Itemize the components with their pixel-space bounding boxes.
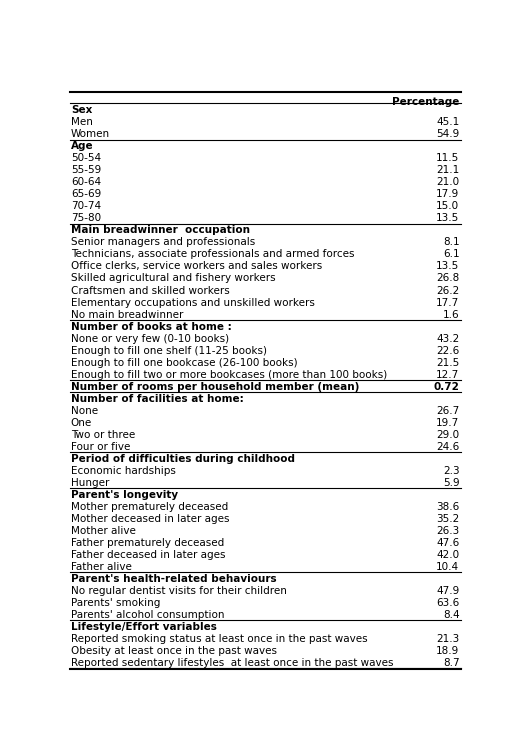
Text: 12.7: 12.7 [436, 369, 459, 379]
Text: 26.2: 26.2 [436, 286, 459, 296]
Text: Father alive: Father alive [71, 562, 132, 572]
Text: 35.2: 35.2 [436, 513, 459, 523]
Text: Mother deceased in later ages: Mother deceased in later ages [71, 513, 229, 523]
Text: Father deceased in later ages: Father deceased in later ages [71, 550, 225, 559]
Text: 8.4: 8.4 [443, 610, 459, 620]
Text: Percentage: Percentage [392, 97, 459, 108]
Text: 70-74: 70-74 [71, 201, 101, 211]
Text: No regular dentist visits for their children: No regular dentist visits for their chil… [71, 586, 286, 596]
Text: Parents' smoking: Parents' smoking [71, 598, 160, 608]
Text: 65-69: 65-69 [71, 189, 101, 200]
Text: Number of books at home :: Number of books at home : [71, 321, 232, 332]
Text: Obesity at least once in the past waves: Obesity at least once in the past waves [71, 645, 277, 656]
Text: 47.9: 47.9 [436, 586, 459, 596]
Text: 6.1: 6.1 [443, 250, 459, 259]
Text: 50-54: 50-54 [71, 153, 101, 164]
Text: Two or three: Two or three [71, 430, 135, 440]
Text: Enough to fill one shelf (11-25 books): Enough to fill one shelf (11-25 books) [71, 345, 267, 356]
Text: 0.72: 0.72 [434, 382, 459, 391]
Text: Men: Men [71, 118, 93, 127]
Text: 26.8: 26.8 [436, 274, 459, 284]
Text: 29.0: 29.0 [436, 430, 459, 440]
Text: Economic hardships: Economic hardships [71, 466, 176, 476]
Text: Parent's longevity: Parent's longevity [71, 489, 178, 500]
Text: Enough to fill two or more bookcases (more than 100 books): Enough to fill two or more bookcases (mo… [71, 369, 387, 379]
Text: 21.5: 21.5 [436, 357, 459, 367]
Text: 43.2: 43.2 [436, 333, 459, 344]
Text: One: One [71, 418, 92, 428]
Text: Enough to fill one bookcase (26-100 books): Enough to fill one bookcase (26-100 book… [71, 357, 297, 367]
Text: 17.7: 17.7 [436, 298, 459, 308]
Text: 47.6: 47.6 [436, 538, 459, 547]
Text: 8.1: 8.1 [443, 238, 459, 247]
Text: Period of difficulties during childhood: Period of difficulties during childhood [71, 454, 295, 464]
Text: 11.5: 11.5 [436, 153, 459, 164]
Text: 21.3: 21.3 [436, 633, 459, 644]
Text: Sex: Sex [71, 106, 92, 115]
Text: 75-80: 75-80 [71, 213, 101, 223]
Text: None: None [71, 406, 98, 415]
Text: 63.6: 63.6 [436, 598, 459, 608]
Text: Women: Women [71, 130, 110, 139]
Text: 13.5: 13.5 [436, 213, 459, 223]
Text: 8.7: 8.7 [443, 657, 459, 668]
Text: Elementary occupations and unskilled workers: Elementary occupations and unskilled wor… [71, 298, 314, 308]
Text: Lifestyle/Effort variables: Lifestyle/Effort variables [71, 622, 217, 632]
Text: None or very few (0-10 books): None or very few (0-10 books) [71, 333, 229, 344]
Text: Mother prematurely deceased: Mother prematurely deceased [71, 501, 228, 512]
Text: Age: Age [71, 142, 93, 152]
Text: 26.3: 26.3 [436, 526, 459, 535]
Text: 42.0: 42.0 [436, 550, 459, 559]
Text: Technicians, associate professionals and armed forces: Technicians, associate professionals and… [71, 250, 354, 259]
Text: 15.0: 15.0 [436, 201, 459, 211]
Text: Number of facilities at home:: Number of facilities at home: [71, 394, 243, 403]
Text: Father prematurely deceased: Father prematurely deceased [71, 538, 224, 547]
Text: 1.6: 1.6 [443, 309, 459, 320]
Text: Reported smoking status at least once in the past waves: Reported smoking status at least once in… [71, 633, 367, 644]
Text: Mother alive: Mother alive [71, 526, 136, 535]
Text: 22.6: 22.6 [436, 345, 459, 356]
Text: 60-64: 60-64 [71, 177, 101, 188]
Text: Skilled agricultural and fishery workers: Skilled agricultural and fishery workers [71, 274, 276, 284]
Text: 54.9: 54.9 [436, 130, 459, 139]
Text: Number of rooms per household member (mean): Number of rooms per household member (me… [71, 382, 359, 391]
Text: Hunger: Hunger [71, 477, 109, 488]
Text: 45.1: 45.1 [436, 118, 459, 127]
Text: Main breadwinner  occupation: Main breadwinner occupation [71, 225, 250, 235]
Text: 13.5: 13.5 [436, 262, 459, 271]
Text: No main breadwinner: No main breadwinner [71, 309, 183, 320]
Text: 24.6: 24.6 [436, 442, 459, 452]
Text: Craftsmen and skilled workers: Craftsmen and skilled workers [71, 286, 229, 296]
Text: 19.7: 19.7 [436, 418, 459, 428]
Text: 21.0: 21.0 [436, 177, 459, 188]
Text: 26.7: 26.7 [436, 406, 459, 415]
Text: Office clerks, service workers and sales workers: Office clerks, service workers and sales… [71, 262, 322, 271]
Text: 18.9: 18.9 [436, 645, 459, 656]
Text: 21.1: 21.1 [436, 165, 459, 176]
Text: 17.9: 17.9 [436, 189, 459, 200]
Text: 2.3: 2.3 [443, 466, 459, 476]
Text: Reported sedentary lifestyles  at least once in the past waves: Reported sedentary lifestyles at least o… [71, 657, 393, 668]
Text: 38.6: 38.6 [436, 501, 459, 512]
Text: Parents' alcohol consumption: Parents' alcohol consumption [71, 610, 224, 620]
Text: Senior managers and professionals: Senior managers and professionals [71, 238, 255, 247]
Text: 55-59: 55-59 [71, 165, 101, 176]
Text: Four or five: Four or five [71, 442, 130, 452]
Text: Parent's health-related behaviours: Parent's health-related behaviours [71, 574, 277, 584]
Text: 10.4: 10.4 [436, 562, 459, 572]
Text: 5.9: 5.9 [443, 477, 459, 488]
